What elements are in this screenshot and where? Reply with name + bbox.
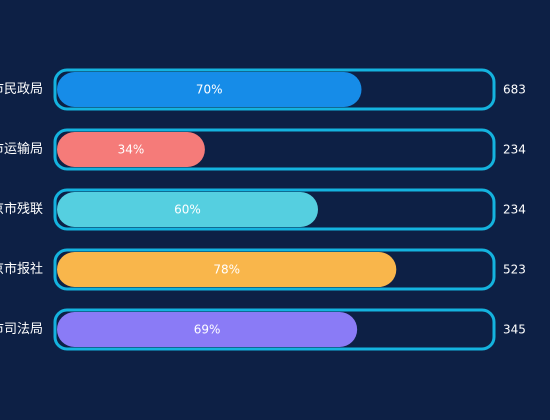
category-label: 京市报社 [0,261,43,277]
bar-rows: 市民政局 70% 683 市运输局 34% 234 京市残联 60% 234 京市报社 78% 523… [0,68,526,351]
bar-track [53,248,496,291]
bar [57,312,358,347]
category-label: 市民政局 [0,81,43,97]
bar-count-label: 234 [503,203,526,217]
bar-percent-label: 70% [196,83,223,97]
bar-percent-label: 78% [213,263,240,277]
bar-row: 京市残联 60% 234 [0,188,526,231]
category-label: 京市残联 [0,201,43,217]
bar-row: 市司法局 69% 345 [0,308,526,351]
bar-percent-label: 60% [174,203,201,217]
bar-percent-label: 69% [194,323,221,337]
bar-count-label: 683 [503,83,526,97]
bar [57,132,205,167]
bar-track [53,68,496,111]
category-label: 市司法局 [0,321,43,337]
bar [57,252,397,287]
bar-track [53,308,496,351]
bar-count-label: 234 [503,143,526,157]
category-label: 市运输局 [0,141,43,157]
bar [57,192,318,227]
bar-row: 京市报社 78% 523 [0,248,526,291]
bar-count-label: 523 [503,263,526,277]
bar-track [53,188,496,231]
bar-count-label: 345 [503,323,526,337]
bar [57,72,362,107]
bar-track [53,128,496,171]
bar-row: 市民政局 70% 683 [0,68,526,111]
bar-percent-label: 34% [118,143,145,157]
bar-row: 市运输局 34% 234 [0,128,526,171]
